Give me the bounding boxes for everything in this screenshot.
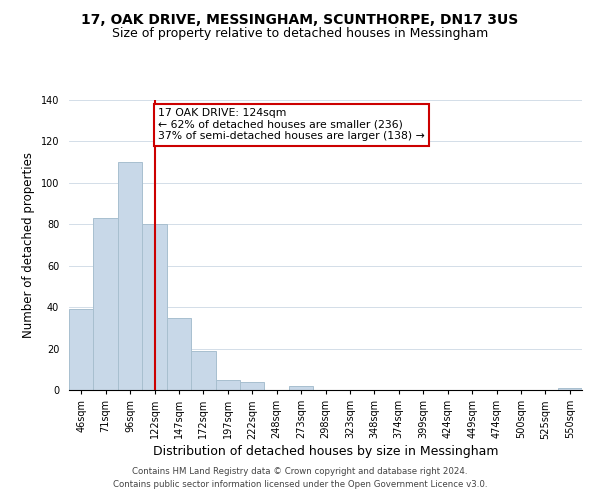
Bar bbox=[191, 350, 215, 390]
Bar bbox=[557, 388, 582, 390]
Text: 17 OAK DRIVE: 124sqm
← 62% of detached houses are smaller (236)
37% of semi-deta: 17 OAK DRIVE: 124sqm ← 62% of detached h… bbox=[158, 108, 425, 142]
Bar bbox=[240, 382, 265, 390]
X-axis label: Distribution of detached houses by size in Messingham: Distribution of detached houses by size … bbox=[153, 446, 498, 458]
Bar bbox=[118, 162, 142, 390]
Text: Contains public sector information licensed under the Open Government Licence v3: Contains public sector information licen… bbox=[113, 480, 487, 489]
Text: 17, OAK DRIVE, MESSINGHAM, SCUNTHORPE, DN17 3US: 17, OAK DRIVE, MESSINGHAM, SCUNTHORPE, D… bbox=[82, 12, 518, 26]
Bar bbox=[142, 224, 167, 390]
Bar bbox=[289, 386, 313, 390]
Bar bbox=[215, 380, 240, 390]
Bar bbox=[94, 218, 118, 390]
Y-axis label: Number of detached properties: Number of detached properties bbox=[22, 152, 35, 338]
Text: Size of property relative to detached houses in Messingham: Size of property relative to detached ho… bbox=[112, 28, 488, 40]
Text: Contains HM Land Registry data © Crown copyright and database right 2024.: Contains HM Land Registry data © Crown c… bbox=[132, 467, 468, 476]
Bar bbox=[167, 318, 191, 390]
Bar bbox=[69, 309, 94, 390]
